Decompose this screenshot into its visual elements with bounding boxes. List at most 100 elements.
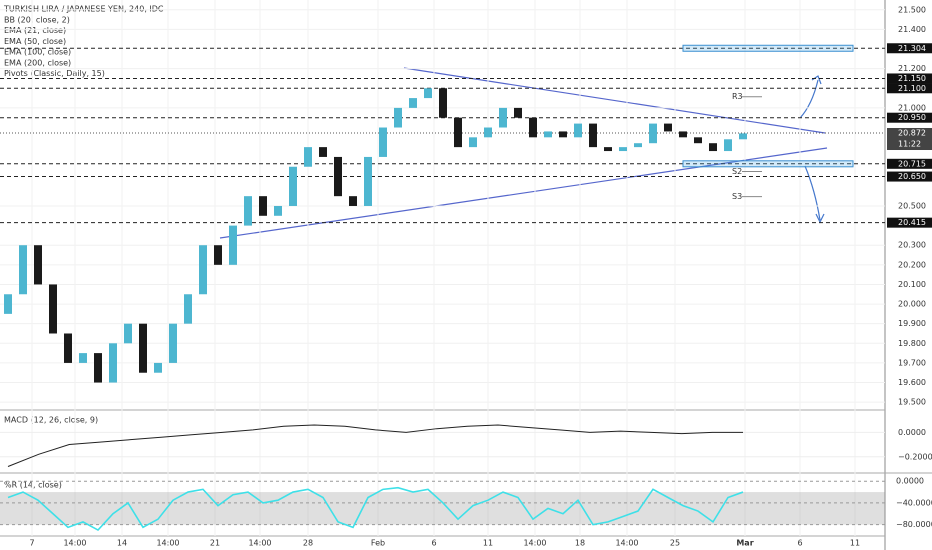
x-tick-label: 18: [575, 539, 585, 548]
williams-band: [0, 492, 885, 525]
candle: [109, 343, 117, 383]
x-tick-label: 28: [303, 539, 313, 548]
candle: [514, 107, 522, 118]
indicator-label: Pivots (Classic, Daily, 15): [4, 69, 105, 78]
candle: [649, 123, 657, 144]
y-tick-label: 20.500: [898, 201, 926, 210]
y-tick-label: 19.500: [898, 398, 926, 407]
arrow-head: [815, 213, 825, 224]
level-label-box: [887, 43, 932, 54]
y-tick-label: 20.100: [898, 280, 926, 289]
candle: [604, 147, 612, 152]
indicator-label: EMA (21, close): [4, 26, 66, 35]
x-tick-label: 14:00: [615, 539, 638, 548]
trendline: [219, 147, 828, 239]
level-label-box: [887, 158, 932, 169]
candle: [124, 323, 132, 344]
candle: [589, 123, 597, 148]
x-tick-label: 14:00: [63, 539, 86, 548]
y-tick-label: 20.200: [898, 260, 926, 269]
macd-tick-label: 0.0000: [898, 428, 926, 437]
candle: [79, 353, 87, 363]
candle: [49, 284, 57, 334]
x-tick-label: 6: [797, 539, 802, 548]
candle: [154, 362, 162, 373]
time-label: 11:22: [898, 140, 921, 149]
indicator-label: EMA (100, close): [4, 48, 71, 57]
candle: [169, 323, 177, 363]
candle: [94, 353, 102, 383]
y-tick-label: 20.000: [898, 300, 926, 309]
level-label: 20.950: [898, 113, 926, 122]
candle: [469, 137, 477, 148]
candle: [259, 196, 267, 216]
candle: [379, 127, 387, 157]
indicator-label: EMA (200, close): [4, 58, 71, 67]
last-price-box: [887, 128, 932, 151]
x-tick-label: 11: [850, 539, 860, 548]
williams-tick-label: 0.0000: [896, 477, 924, 486]
level-label: 21.100: [898, 84, 926, 93]
candle: [559, 131, 567, 138]
candle: [409, 98, 417, 108]
pivot-label: R3: [732, 92, 743, 101]
candle: [199, 245, 207, 295]
candle: [619, 147, 627, 152]
y-tick-label: 21.500: [898, 5, 926, 14]
candle: [439, 88, 447, 118]
y-tick-label: 19.700: [898, 358, 926, 367]
y-tick-label: 19.600: [898, 378, 926, 387]
candle: [184, 294, 192, 324]
candle: [229, 225, 237, 265]
candle: [19, 245, 27, 295]
chart-title: TURKISH LIRA / JAPANESE YEN, 240, IDC: [3, 5, 164, 14]
candle: [214, 245, 222, 265]
candle: [739, 133, 747, 140]
candle: [724, 139, 732, 152]
candle: [274, 205, 282, 216]
level-label: 20.650: [898, 172, 926, 181]
y-tick-label: 21.200: [898, 64, 926, 73]
x-tick-label: 25: [670, 539, 680, 548]
candle: [304, 147, 312, 167]
pivot-label: S3: [732, 192, 742, 201]
level-label: 21.304: [898, 44, 926, 53]
candle: [244, 196, 252, 226]
trendline: [403, 67, 826, 134]
pivot-label: S2: [732, 167, 742, 176]
williams-tick-label: −80.0000: [896, 520, 932, 529]
candle: [64, 333, 72, 363]
candle: [4, 294, 12, 314]
candle: [424, 88, 432, 99]
williams-tick-label: −40.0000: [896, 498, 932, 507]
candle: [679, 131, 687, 138]
arrow-down: [804, 165, 821, 221]
williams-line: [7, 486, 744, 532]
zone-box: [682, 44, 854, 52]
candle: [364, 156, 372, 206]
x-tick-label: 7: [29, 539, 34, 548]
candle: [709, 143, 717, 152]
candle: [289, 166, 297, 206]
level-label-box: [887, 112, 932, 123]
candle: [139, 323, 147, 373]
last-price-label: 20.872: [898, 129, 926, 138]
candle: [499, 107, 507, 128]
candle: [319, 147, 327, 157]
macd-tick-label: −0.2000: [898, 452, 932, 461]
x-tick-label: 14:00: [523, 539, 546, 548]
y-tick-label: 20.300: [898, 241, 926, 250]
arrow-up: [799, 79, 819, 119]
level-label: 20.415: [898, 218, 926, 227]
indicator-label: BB (20, close, 2): [4, 16, 70, 25]
candle: [394, 107, 402, 128]
y-tick-label: 21.400: [898, 25, 926, 34]
level-label-box: [887, 171, 932, 182]
y-tick-label: 21.000: [898, 103, 926, 112]
macd-title: MACD (12, 26, close, 9): [4, 416, 98, 425]
candle: [529, 117, 537, 138]
x-tick-label: 21: [210, 539, 220, 548]
level-label-box: [887, 217, 932, 228]
